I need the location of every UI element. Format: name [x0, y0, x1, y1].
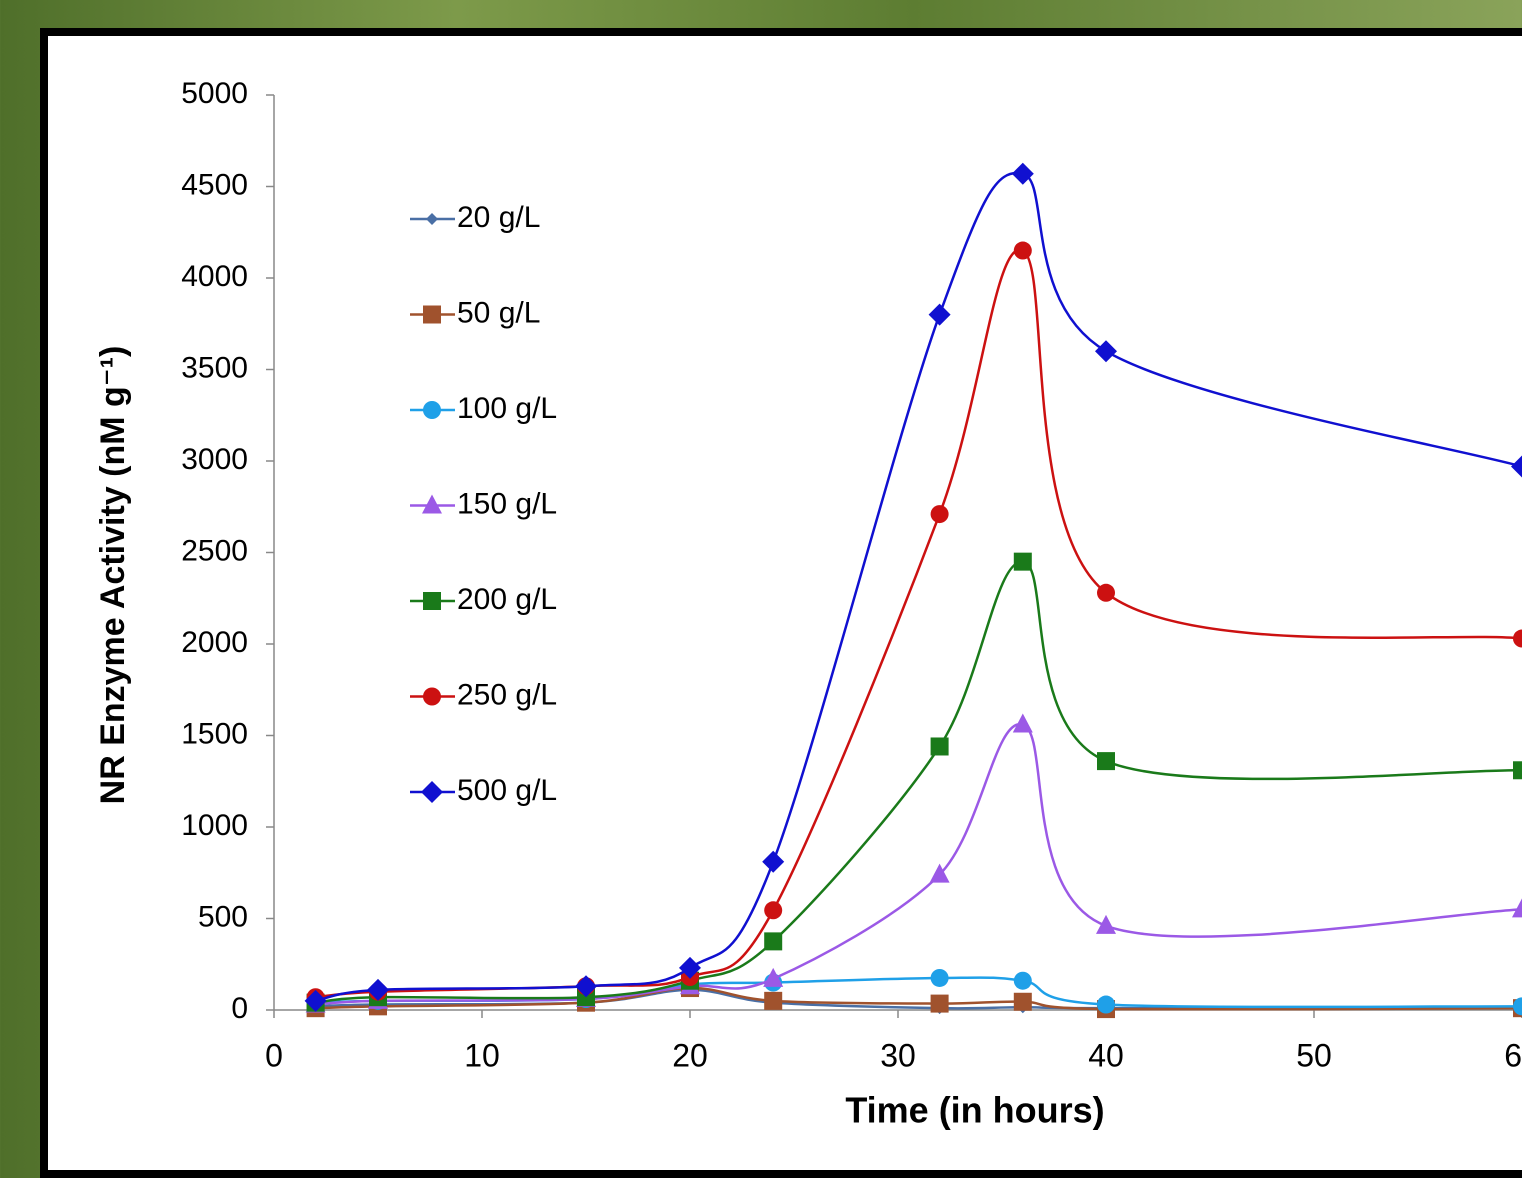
legend-marker [423, 592, 441, 610]
data-point [1511, 455, 1522, 478]
legend-label: 50 g/L [457, 296, 540, 329]
y-tick-label: 4500 [181, 168, 248, 201]
data-point [928, 303, 951, 326]
y-tick-label: 2000 [181, 626, 248, 659]
series-line [315, 723, 1522, 1006]
y-tick-label: 3500 [181, 351, 248, 384]
y-tick-label: 500 [198, 900, 248, 933]
data-point [930, 994, 949, 1013]
legend-marker [422, 494, 442, 514]
y-axis-title: NR Enzyme Activity (nM g⁻¹) [94, 346, 132, 805]
x-tick-label: 10 [464, 1037, 500, 1073]
data-point [1095, 340, 1117, 363]
y-tick-label: 5000 [181, 77, 248, 110]
data-point [575, 975, 597, 998]
data-point [679, 956, 701, 979]
legend-marker [423, 401, 441, 419]
data-point [1513, 761, 1522, 780]
data-point [304, 989, 327, 1012]
data-point [930, 968, 949, 987]
data-point [1013, 971, 1032, 990]
data-point [764, 901, 783, 920]
y-tick-label: 4000 [181, 260, 248, 293]
data-point [1097, 583, 1115, 602]
legend-marker [423, 305, 441, 324]
data-point [1013, 992, 1032, 1011]
x-tick-label: 30 [880, 1037, 916, 1073]
data-point [764, 932, 783, 951]
series-line [315, 986, 1522, 1011]
data-point [762, 850, 785, 873]
data-point [1096, 914, 1116, 934]
data-point [764, 991, 783, 1010]
data-point [367, 978, 389, 1001]
x-tick-label: 50 [1296, 1037, 1332, 1073]
data-point [1513, 997, 1522, 1016]
legend-marker [426, 213, 438, 225]
y-tick-label: 1000 [181, 809, 248, 842]
plot-panel [48, 36, 1522, 1170]
data-point [763, 967, 784, 987]
legend-marker [423, 687, 441, 706]
data-point [930, 505, 949, 524]
data-point [1011, 162, 1034, 185]
legend-marker [421, 781, 443, 803]
y-tick-label: 2500 [181, 534, 248, 567]
y-tick-label: 1500 [181, 717, 248, 750]
legend-label: 250 g/L [457, 678, 557, 711]
data-point [1512, 898, 1522, 918]
legend-label: 500 g/L [457, 774, 557, 807]
data-point [930, 737, 949, 756]
y-tick-label: 3000 [181, 443, 248, 476]
data-point [1097, 995, 1115, 1014]
legend-label: 20 g/L [457, 201, 540, 234]
data-point [929, 863, 950, 883]
x-tick-label: 40 [1088, 1037, 1124, 1073]
x-axis-title: Time (in hours) [845, 1090, 1104, 1131]
legend-label: 100 g/L [457, 392, 557, 425]
y-tick-label: 0 [231, 992, 248, 1025]
x-tick-label: 0 [265, 1037, 283, 1073]
legend-label: 200 g/L [457, 583, 557, 616]
legend-label: 150 g/L [457, 487, 557, 520]
data-point [1097, 752, 1115, 771]
data-point [1513, 629, 1522, 648]
data-point [1012, 713, 1033, 733]
data-point [1013, 241, 1032, 260]
data-point [1013, 552, 1032, 571]
x-tick-label: 20 [672, 1037, 708, 1073]
x-tick-label: 60 [1504, 1037, 1522, 1073]
